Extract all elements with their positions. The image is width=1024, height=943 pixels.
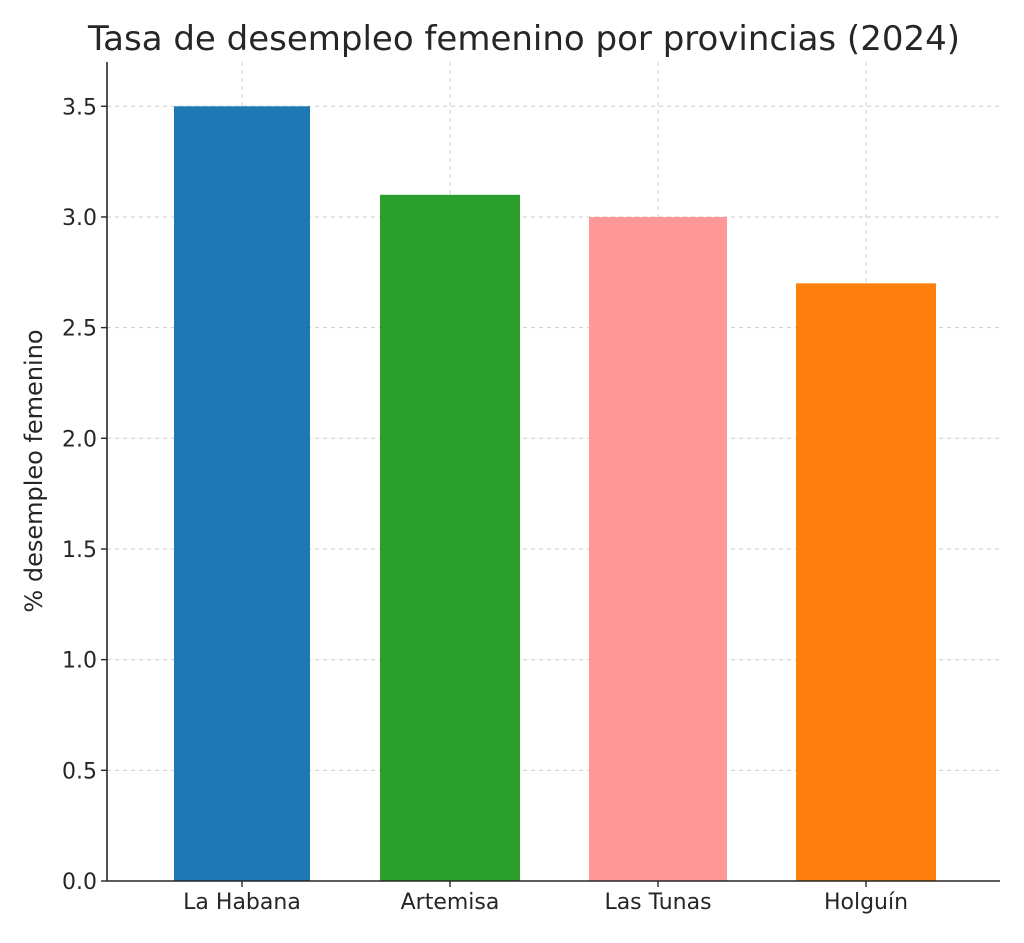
bar-las-tunas xyxy=(589,216,727,882)
y-tick-label: 1.0 xyxy=(62,649,97,674)
y-tick-label: 0.5 xyxy=(62,759,97,784)
y-tick-label: 0.0 xyxy=(62,870,97,895)
y-tick-label: 3.5 xyxy=(62,95,97,120)
x-tick-label: Las Tunas xyxy=(604,890,711,915)
bar-holgu-n xyxy=(796,283,936,882)
bars xyxy=(174,106,936,882)
chart-title: Tasa de desempleo femenino por provincia… xyxy=(87,19,960,59)
y-tick-label: 3.0 xyxy=(62,206,97,231)
bar-artemisa xyxy=(380,194,520,882)
axes xyxy=(106,62,1000,882)
x-tick-label: Holguín xyxy=(824,890,908,915)
x-tick-label: La Habana xyxy=(183,890,301,915)
x-ticks: La Habana Artemisa Las Tunas Holguín xyxy=(183,881,908,915)
bar-la-habana xyxy=(174,106,310,882)
y-tick-label: 2.0 xyxy=(62,427,97,452)
y-tick-label: 1.5 xyxy=(62,538,97,563)
y-ticks: 0.0 0.5 1.0 1.5 2.0 2.5 3.0 3.5 xyxy=(62,95,107,895)
y-tick-label: 2.5 xyxy=(62,317,97,342)
y-axis-label: % desempleo femenino xyxy=(20,329,48,612)
x-tick-label: Artemisa xyxy=(401,890,500,915)
